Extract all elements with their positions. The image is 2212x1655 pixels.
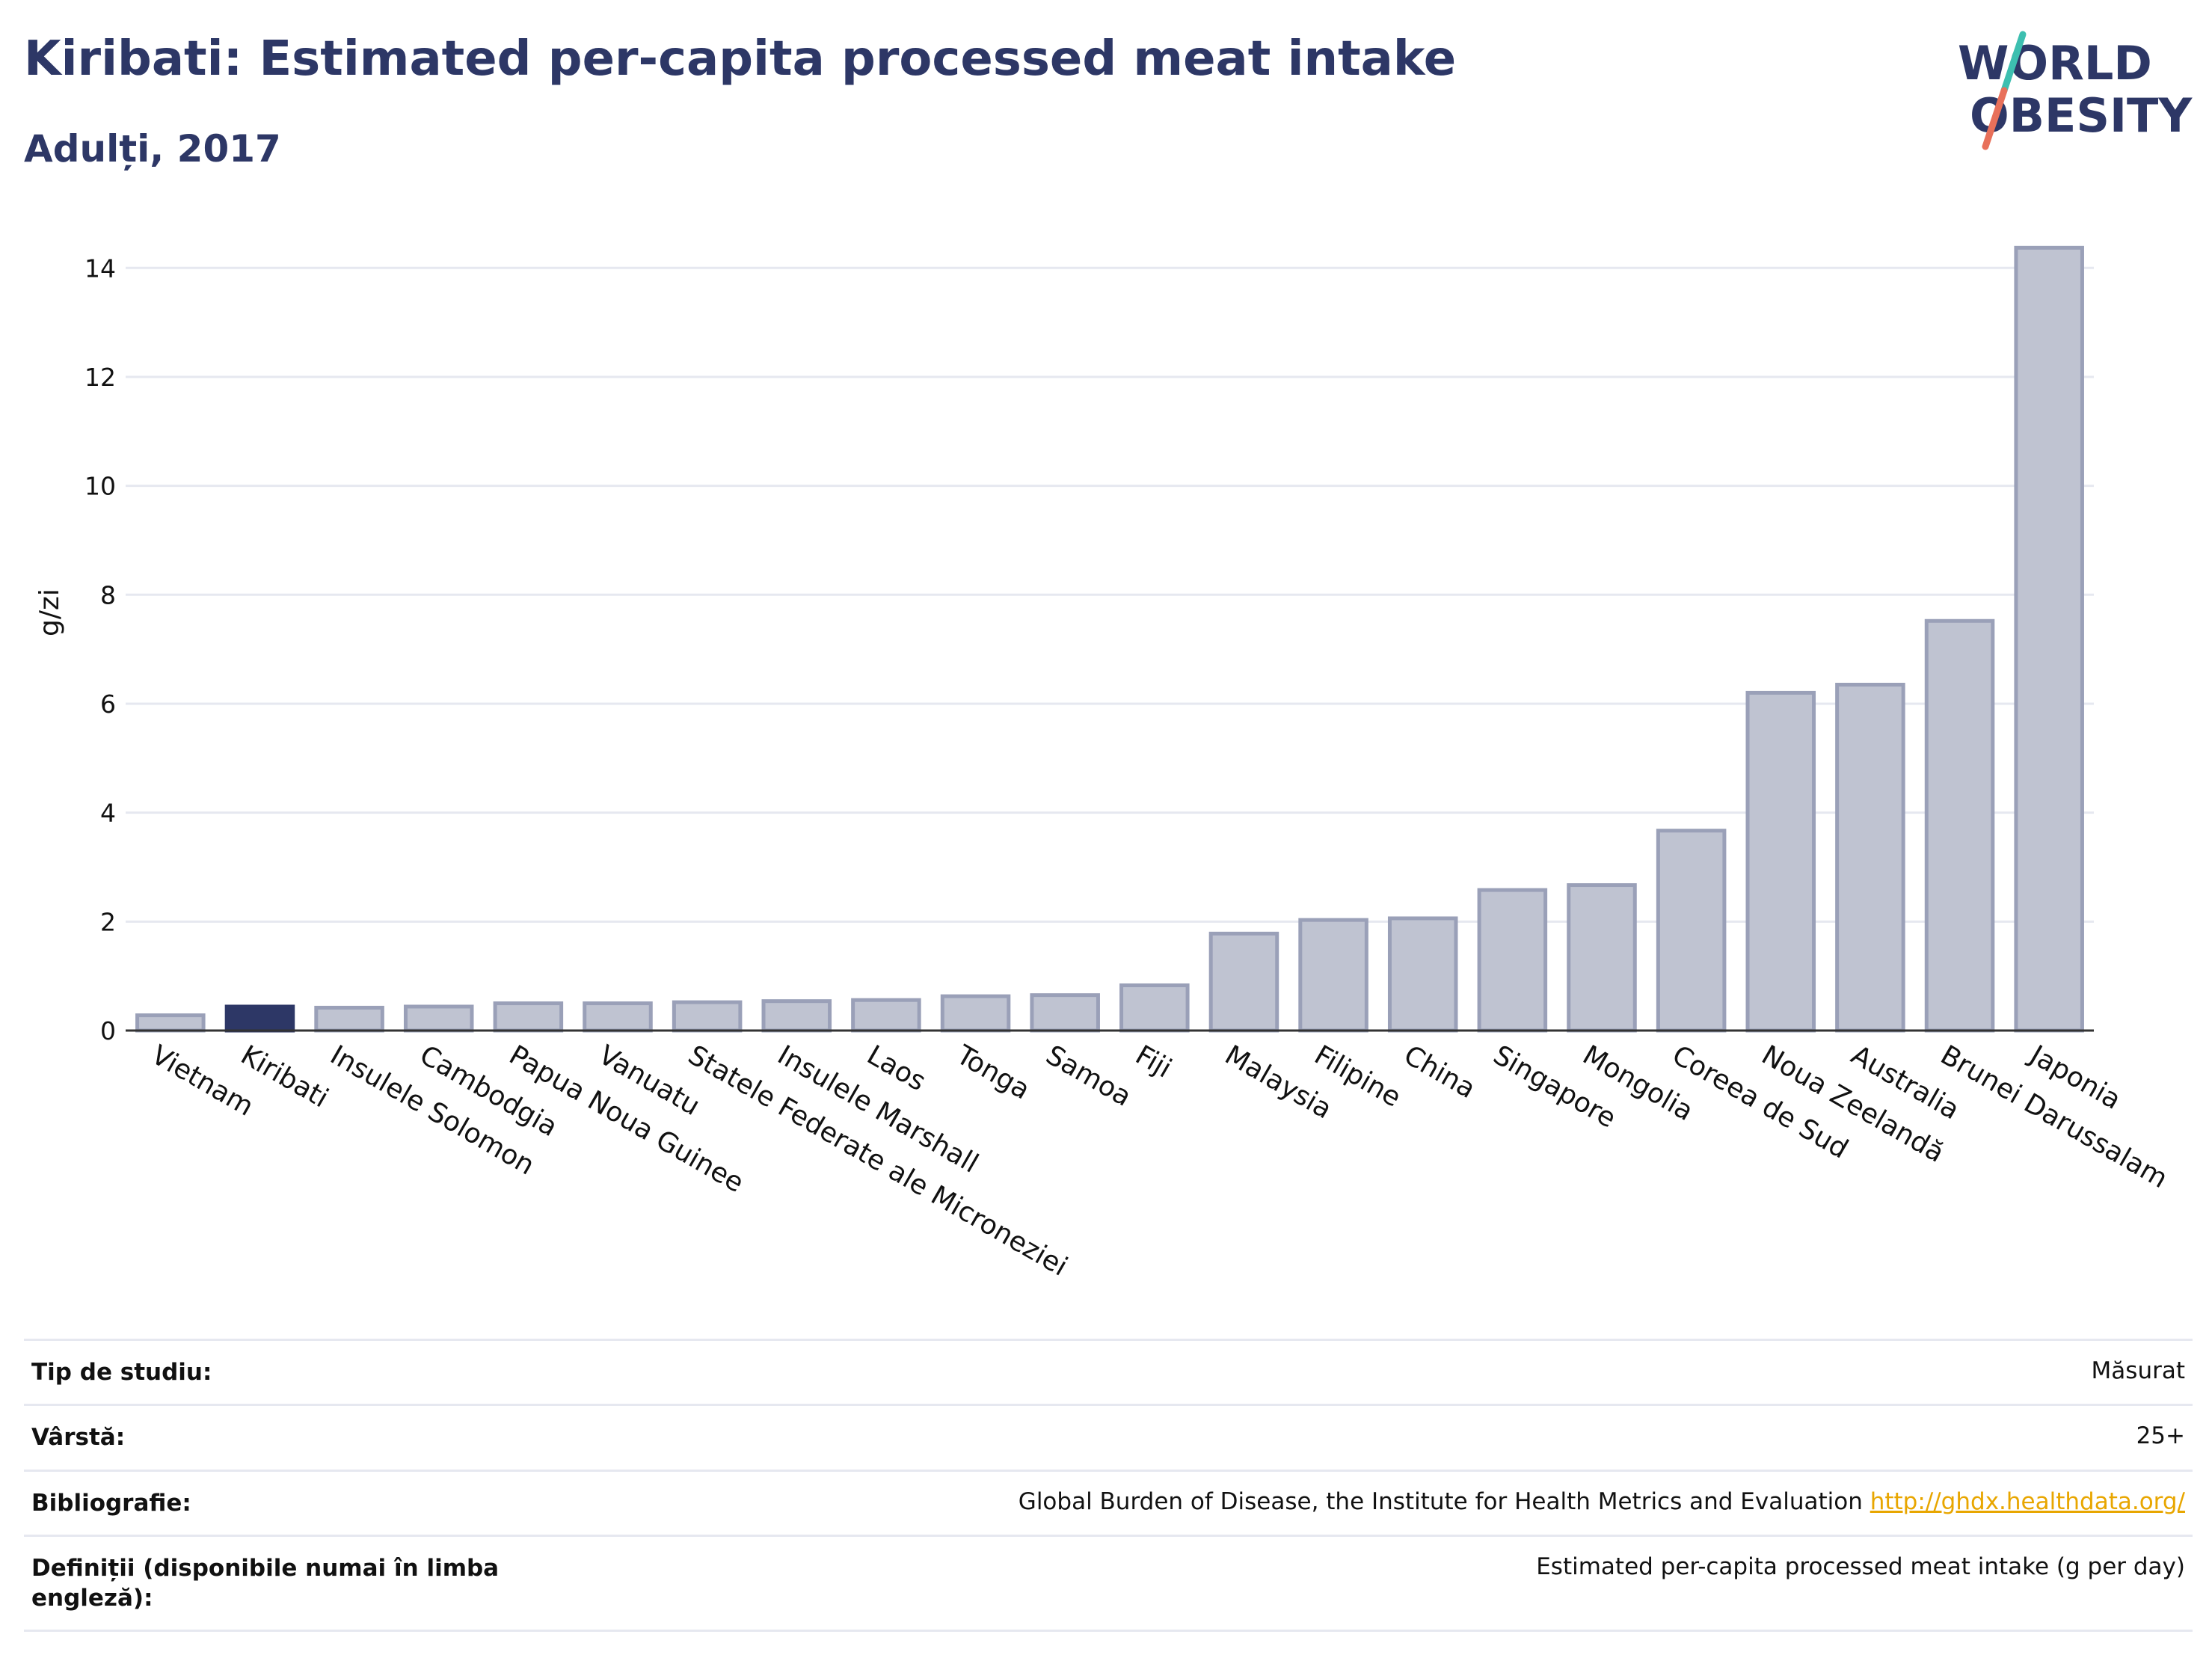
y-tick-label: 6	[100, 690, 116, 719]
bar-statele-federate-ale-microneziei[interactable]	[672, 1000, 743, 1033]
x-tick-label: Fiji	[1130, 1040, 1176, 1084]
chart-title: Kiribati: Estimated per-capita processed…	[24, 31, 1457, 87]
bar-cambodgia[interactable]	[403, 1004, 474, 1033]
info-row-study-type: Tip de studiu: Măsurat	[24, 1339, 2193, 1405]
y-tick-label: 0	[100, 1016, 116, 1045]
logo-text-obesity: OBESITY	[1970, 88, 2193, 143]
info-row-age: Vârstă: 25+	[24, 1404, 2193, 1470]
bar-japonia[interactable]	[2014, 245, 2084, 1033]
info-value: Global Burden of Disease, the Institute …	[1018, 1487, 1863, 1515]
x-tick-label: Vietnam	[146, 1040, 258, 1123]
info-key: Vârstă:	[31, 1424, 126, 1452]
y-tick-label: 2	[100, 907, 116, 936]
bar-kiribati[interactable]	[224, 1004, 295, 1033]
info-row-definitions: Definiții (disponibile numai în limba en…	[24, 1535, 2193, 1631]
bar-fiji[interactable]	[1119, 983, 1190, 1033]
y-axis-title: g/zi	[34, 589, 65, 636]
logo-slash-bottom	[1982, 87, 2008, 150]
bar-singapore[interactable]	[1477, 888, 1548, 1033]
y-tick-label: 14	[85, 254, 116, 283]
info-key: Tip de studiu:	[31, 1359, 212, 1386]
bar-filipine[interactable]	[1298, 918, 1368, 1033]
x-tick-label: Tonga	[950, 1040, 1035, 1106]
bar-australia[interactable]	[1835, 682, 1905, 1033]
world-obesity-logo: WORLD OBESITY	[1958, 31, 2193, 150]
info-key: Definiții (disponibile numai în limba en…	[31, 1554, 500, 1612]
info-table: Tip de studiu: Măsurat Vârstă: 25+ Bibli…	[24, 1339, 2193, 1632]
info-value: 25+	[2136, 1422, 2185, 1450]
bars	[135, 245, 2084, 1033]
bar-noua-zeeland-[interactable]	[1745, 690, 1816, 1033]
x-tick-label: China	[1398, 1040, 1481, 1105]
source-link[interactable]: http://ghdx.healthdata.org/	[1870, 1487, 2185, 1515]
bar-brunei-darussalam[interactable]	[1924, 618, 1995, 1033]
bar-vietnam[interactable]	[135, 1013, 206, 1033]
chart-subtitle: Adulți, 2017	[24, 127, 281, 171]
bar-laos[interactable]	[851, 998, 921, 1033]
bar-samoa[interactable]	[1030, 993, 1100, 1033]
logo-text-world: WORLD	[1958, 36, 2152, 90]
bar-malaysia[interactable]	[1208, 931, 1279, 1033]
y-axis-ticks: 0 2 4 6 8 10 12 14	[85, 254, 116, 1045]
info-value: Estimated per-capita processed meat inta…	[1536, 1553, 2185, 1580]
info-key: Bibliografie:	[31, 1489, 191, 1517]
bar-mongolia[interactable]	[1567, 883, 1637, 1033]
y-tick-label: 8	[100, 580, 116, 610]
bar-china[interactable]	[1387, 916, 1458, 1033]
bar-papua-noua-guinee[interactable]	[493, 1001, 564, 1033]
logo-slash-top	[2000, 31, 2027, 94]
y-tick-label: 4	[100, 799, 116, 828]
info-value: Măsurat	[2091, 1357, 2185, 1384]
bar-coreea-de-sud[interactable]	[1656, 829, 1727, 1033]
bar-tonga[interactable]	[940, 994, 1011, 1033]
y-tick-label: 10	[85, 472, 116, 501]
bar-insulele-marshall[interactable]	[761, 999, 832, 1033]
y-tick-label: 12	[85, 363, 116, 392]
bar-vanuatu[interactable]	[583, 1001, 653, 1033]
bar-insulele-solomon[interactable]	[314, 1005, 384, 1033]
x-tick-label: Samoa	[1041, 1040, 1137, 1113]
info-row-bibliography: Bibliografie: Global Burden of Disease, …	[24, 1470, 2193, 1535]
